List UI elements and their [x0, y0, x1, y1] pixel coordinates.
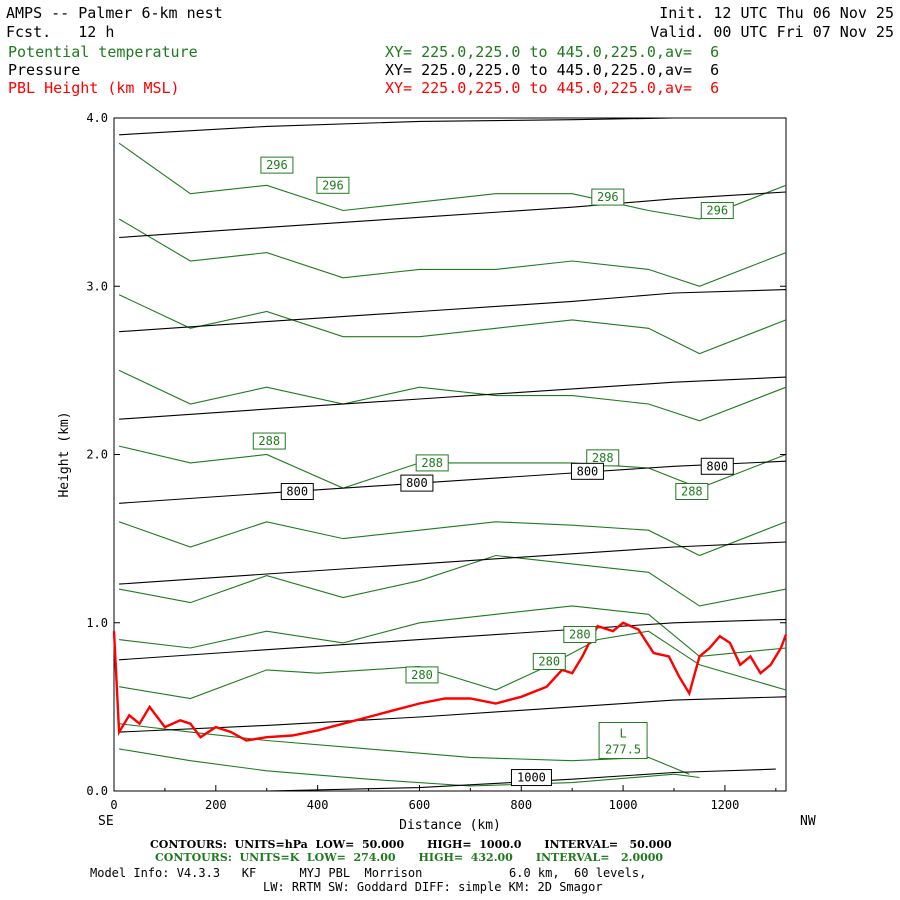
- left-end-label: SE: [98, 814, 114, 829]
- isobar-line-900: [119, 618, 787, 661]
- right-end-label: NW: [800, 814, 816, 829]
- contour-labels: 296 296 296 296 288 288 288 288 280 280 280 800 800 8…: [252, 156, 734, 787]
- theta-line-290: [118, 369, 787, 422]
- theta-label-4: 288: [258, 434, 280, 448]
- theta-label-3: 296: [706, 204, 728, 218]
- isobar-line-1000: [119, 768, 776, 792]
- legend-pressure-xy: XY= 225.0,225.0 to 445.0,225.0,av= 6: [385, 61, 720, 79]
- theta-label-10: 280: [569, 628, 591, 642]
- y-tick-label-0.0: 0.0: [86, 784, 108, 798]
- isobar-line-650: [119, 191, 787, 239]
- footer-contours-theta: CONTOURS: UNITS=K LOW= 274.00 HIGH= 432.…: [155, 851, 664, 864]
- theta-label-8-box: [405, 666, 439, 684]
- x-tick-label-1000: 1000: [609, 798, 638, 812]
- low-label-value: 277.5: [605, 743, 641, 757]
- plot-frame: [113, 117, 787, 792]
- theta-line-276: [119, 748, 700, 787]
- theta-line-282: [119, 605, 787, 657]
- theta-line-284: [118, 554, 787, 607]
- theta-label-9: 280: [538, 654, 560, 668]
- y-axis-label: Height (km): [57, 411, 72, 497]
- isobar-label-4-box: [510, 769, 552, 787]
- theta-line-280: [119, 630, 787, 700]
- x-tick-label-1200: 1200: [710, 798, 739, 812]
- theta-label-10-box: [563, 626, 597, 644]
- footer-physics: LW: RRTM SW: Goddard DIFF: simple KM: 2D…: [263, 880, 603, 894]
- isobar-line-800: [119, 460, 787, 504]
- theta-label-2-box: [591, 188, 625, 206]
- theta-line-294: [118, 218, 787, 287]
- theta-label-1-box: [316, 176, 350, 194]
- y-tick-label-1.0: 1.0: [86, 616, 108, 630]
- isobar-label-1: 800: [406, 476, 428, 490]
- isobar-line-750: [119, 376, 787, 420]
- theta-line-286: [118, 521, 787, 557]
- y-tick-label-4.0: 4.0: [86, 111, 108, 125]
- legend-pbl-xy: XY= 225.0,225.0 to 445.0,225.0,av= 6: [385, 79, 720, 97]
- isobar-line-700: [119, 289, 787, 333]
- theta-isentropes: [118, 142, 787, 787]
- low-label-letter: L: [619, 727, 626, 741]
- x-axis-label: Distance (km): [399, 818, 501, 833]
- pbl-height-line: [112, 621, 788, 742]
- legend-theta-xy: XY= 225.0,225.0 to 445.0,225.0,av= 6: [385, 43, 720, 61]
- theta-line-288: [118, 445, 787, 489]
- isobar-label-2-box: [570, 462, 604, 480]
- isobar-label-0-box: [280, 483, 314, 501]
- x-tick-label-0: 0: [110, 798, 117, 812]
- valid-time: Valid. 00 UTC Fri 07 Nov 25: [650, 23, 894, 41]
- theta-label-0: 296: [266, 158, 288, 172]
- isobar-label-3-box: [700, 457, 734, 475]
- isobar-label-3: 800: [706, 459, 728, 473]
- theta-label-1: 296: [322, 178, 344, 192]
- legend-pbl-name: PBL Height (km MSL): [8, 79, 180, 97]
- x-tick-label-800: 800: [510, 798, 532, 812]
- pbl-height-series: [112, 621, 788, 742]
- theta-label-2: 296: [597, 190, 619, 204]
- theta-label-5-box: [415, 454, 449, 472]
- plot-title: AMPS -- Palmer 6-km nest: [6, 4, 223, 22]
- forecast-hour: Fcst. 12 h: [6, 23, 115, 41]
- isobar-label-1-box: [400, 474, 434, 492]
- legend-pressure-name: Pressure: [8, 61, 81, 79]
- x-tick-label-400: 400: [307, 798, 329, 812]
- theta-label-7: 288: [681, 485, 703, 499]
- theta-label-4-box: [252, 432, 286, 450]
- axes: 0 200 400 600 800 1000 1200 0.0 1.0 2.0 3.0 4.0 SE NW…: [57, 111, 816, 833]
- y-tick-label-2.0: 2.0: [86, 448, 108, 462]
- footer-model-info: Model Info: V4.3.3 KF MYJ PBL Morrison 6…: [90, 866, 647, 880]
- isobar-label-4: 1000: [517, 771, 546, 785]
- theta-label-3-box: [700, 202, 734, 220]
- theta-label-6: 288: [592, 451, 614, 465]
- isobar-line-950: [119, 696, 787, 733]
- legend-theta-name: Potential temperature: [8, 43, 198, 61]
- theta-label-0-box: [260, 156, 294, 174]
- low-label-box: [598, 722, 648, 760]
- isobar-line-850: [119, 541, 787, 585]
- theta-label-5: 288: [421, 456, 443, 470]
- theta-line-292: [118, 294, 787, 355]
- footer-contours-pressure: CONTOURS: UNITS=hPa LOW= 50.000 HIGH= 10…: [150, 838, 672, 851]
- y-tick-label-3.0: 3.0: [86, 279, 108, 293]
- pressure-isobars: [119, 117, 787, 792]
- x-tick-label-600: 600: [409, 798, 431, 812]
- theta-label-7-box: [675, 483, 709, 501]
- isobar-line-600: [119, 117, 786, 136]
- init-time: Init. 12 UTC Thu 06 Nov 25: [659, 4, 894, 22]
- x-tick-label-200: 200: [205, 798, 227, 812]
- theta-label-8: 280: [411, 668, 433, 682]
- isobar-label-2: 800: [577, 464, 599, 478]
- theta-label-9-box: [532, 652, 566, 670]
- isobar-label-0: 800: [286, 485, 308, 499]
- theta-line-296: [118, 142, 787, 220]
